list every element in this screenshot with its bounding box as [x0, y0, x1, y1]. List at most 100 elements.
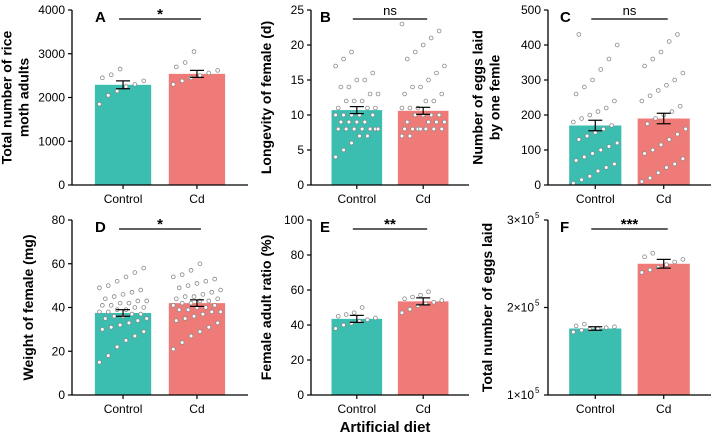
data-point [97, 309, 102, 315]
data-point [442, 63, 447, 69]
y-tick-label: 1000 [38, 134, 65, 148]
data-point [194, 281, 200, 286]
data-point [179, 272, 185, 277]
data-point [365, 317, 370, 323]
data-point [123, 274, 129, 280]
data-point [410, 294, 415, 300]
data-point [338, 119, 344, 125]
data-point [132, 270, 138, 275]
data-point [428, 112, 434, 118]
y-axis-label: Number of eggs laid [470, 30, 486, 165]
data-point [367, 91, 373, 97]
data-point [365, 105, 370, 111]
shared-x-axis-label: Artificial diet [340, 419, 431, 436]
data-point [399, 105, 405, 111]
data-point [114, 278, 120, 284]
data-point [182, 316, 188, 321]
data-point [351, 98, 357, 104]
data-point [341, 56, 346, 62]
data-point [595, 168, 601, 174]
data-point [354, 77, 360, 83]
data-point [185, 307, 191, 312]
data-point [108, 324, 114, 330]
y-tick-label: 3000 [38, 47, 65, 61]
data-point [664, 82, 669, 88]
data-point [188, 300, 194, 306]
data-point [97, 359, 102, 365]
y-tick-label: 10 [291, 108, 305, 122]
data-point [683, 126, 688, 132]
significance-label: * [157, 216, 163, 233]
data-point [97, 101, 102, 107]
data-point [606, 56, 612, 62]
data-point [642, 254, 647, 260]
chart-panel-c: Control Cd 0 100 200 300 400 500 Number of eggs … [470, 3, 711, 206]
data-point [362, 77, 368, 83]
data-point [407, 105, 413, 111]
data-point [675, 131, 680, 137]
data-point [354, 119, 360, 125]
category-label: Control [337, 192, 376, 206]
data-point [191, 313, 197, 319]
data-point [434, 119, 439, 125]
data-point [590, 77, 595, 83]
data-point [672, 161, 677, 167]
y-tick-label: 2×10 [507, 301, 534, 315]
y-tick-label: 20 [291, 38, 305, 52]
panel-letter: F [560, 219, 569, 236]
data-point [179, 78, 185, 84]
data-point [582, 154, 587, 160]
data-point [359, 126, 365, 132]
data-point [206, 324, 212, 330]
y-tick-label: 300 [521, 73, 541, 87]
data-point [209, 289, 215, 295]
data-point [182, 294, 188, 299]
data-point [582, 321, 587, 327]
bar-control [94, 84, 152, 185]
data-point [341, 112, 346, 118]
data-point [209, 309, 215, 315]
data-point [436, 112, 442, 118]
data-point [343, 98, 349, 104]
y-tick-exponent: 5 [535, 211, 540, 220]
data-point [173, 64, 179, 70]
data-point [171, 274, 176, 280]
data-point [426, 119, 431, 125]
data-point [206, 70, 212, 76]
data-point [135, 298, 141, 304]
data-point [341, 322, 346, 328]
data-point [399, 133, 405, 139]
data-point [215, 296, 220, 302]
data-point [129, 311, 135, 317]
data-point [188, 268, 194, 273]
data-point [680, 70, 686, 76]
significance-label: ns [383, 3, 397, 18]
data-point [582, 84, 587, 90]
data-point [114, 88, 120, 94]
y-axis-label: moth adults [16, 58, 32, 138]
data-point [108, 72, 114, 78]
data-point [197, 261, 203, 267]
data-point [609, 123, 615, 128]
data-point [200, 311, 206, 317]
data-point [612, 98, 617, 104]
y-axis-label: Longevity of female (d) [258, 21, 274, 174]
data-point [126, 300, 132, 306]
bar-control [331, 318, 383, 395]
chart-panel-e: Control Cd 0 20 40 60 80 100 Female adult ratio … [258, 213, 469, 416]
data-point [335, 126, 341, 132]
data-point [672, 259, 677, 265]
bar-cd [168, 73, 226, 185]
bar-cd [168, 303, 226, 395]
data-point [418, 126, 423, 132]
y-tick-label: 25 [291, 3, 305, 17]
data-point [173, 318, 179, 323]
data-point [141, 305, 147, 310]
data-point [410, 84, 415, 90]
data-point [653, 116, 658, 121]
category-label: Control [104, 402, 143, 416]
y-tick-label: 4000 [38, 3, 65, 17]
data-point [176, 307, 182, 312]
